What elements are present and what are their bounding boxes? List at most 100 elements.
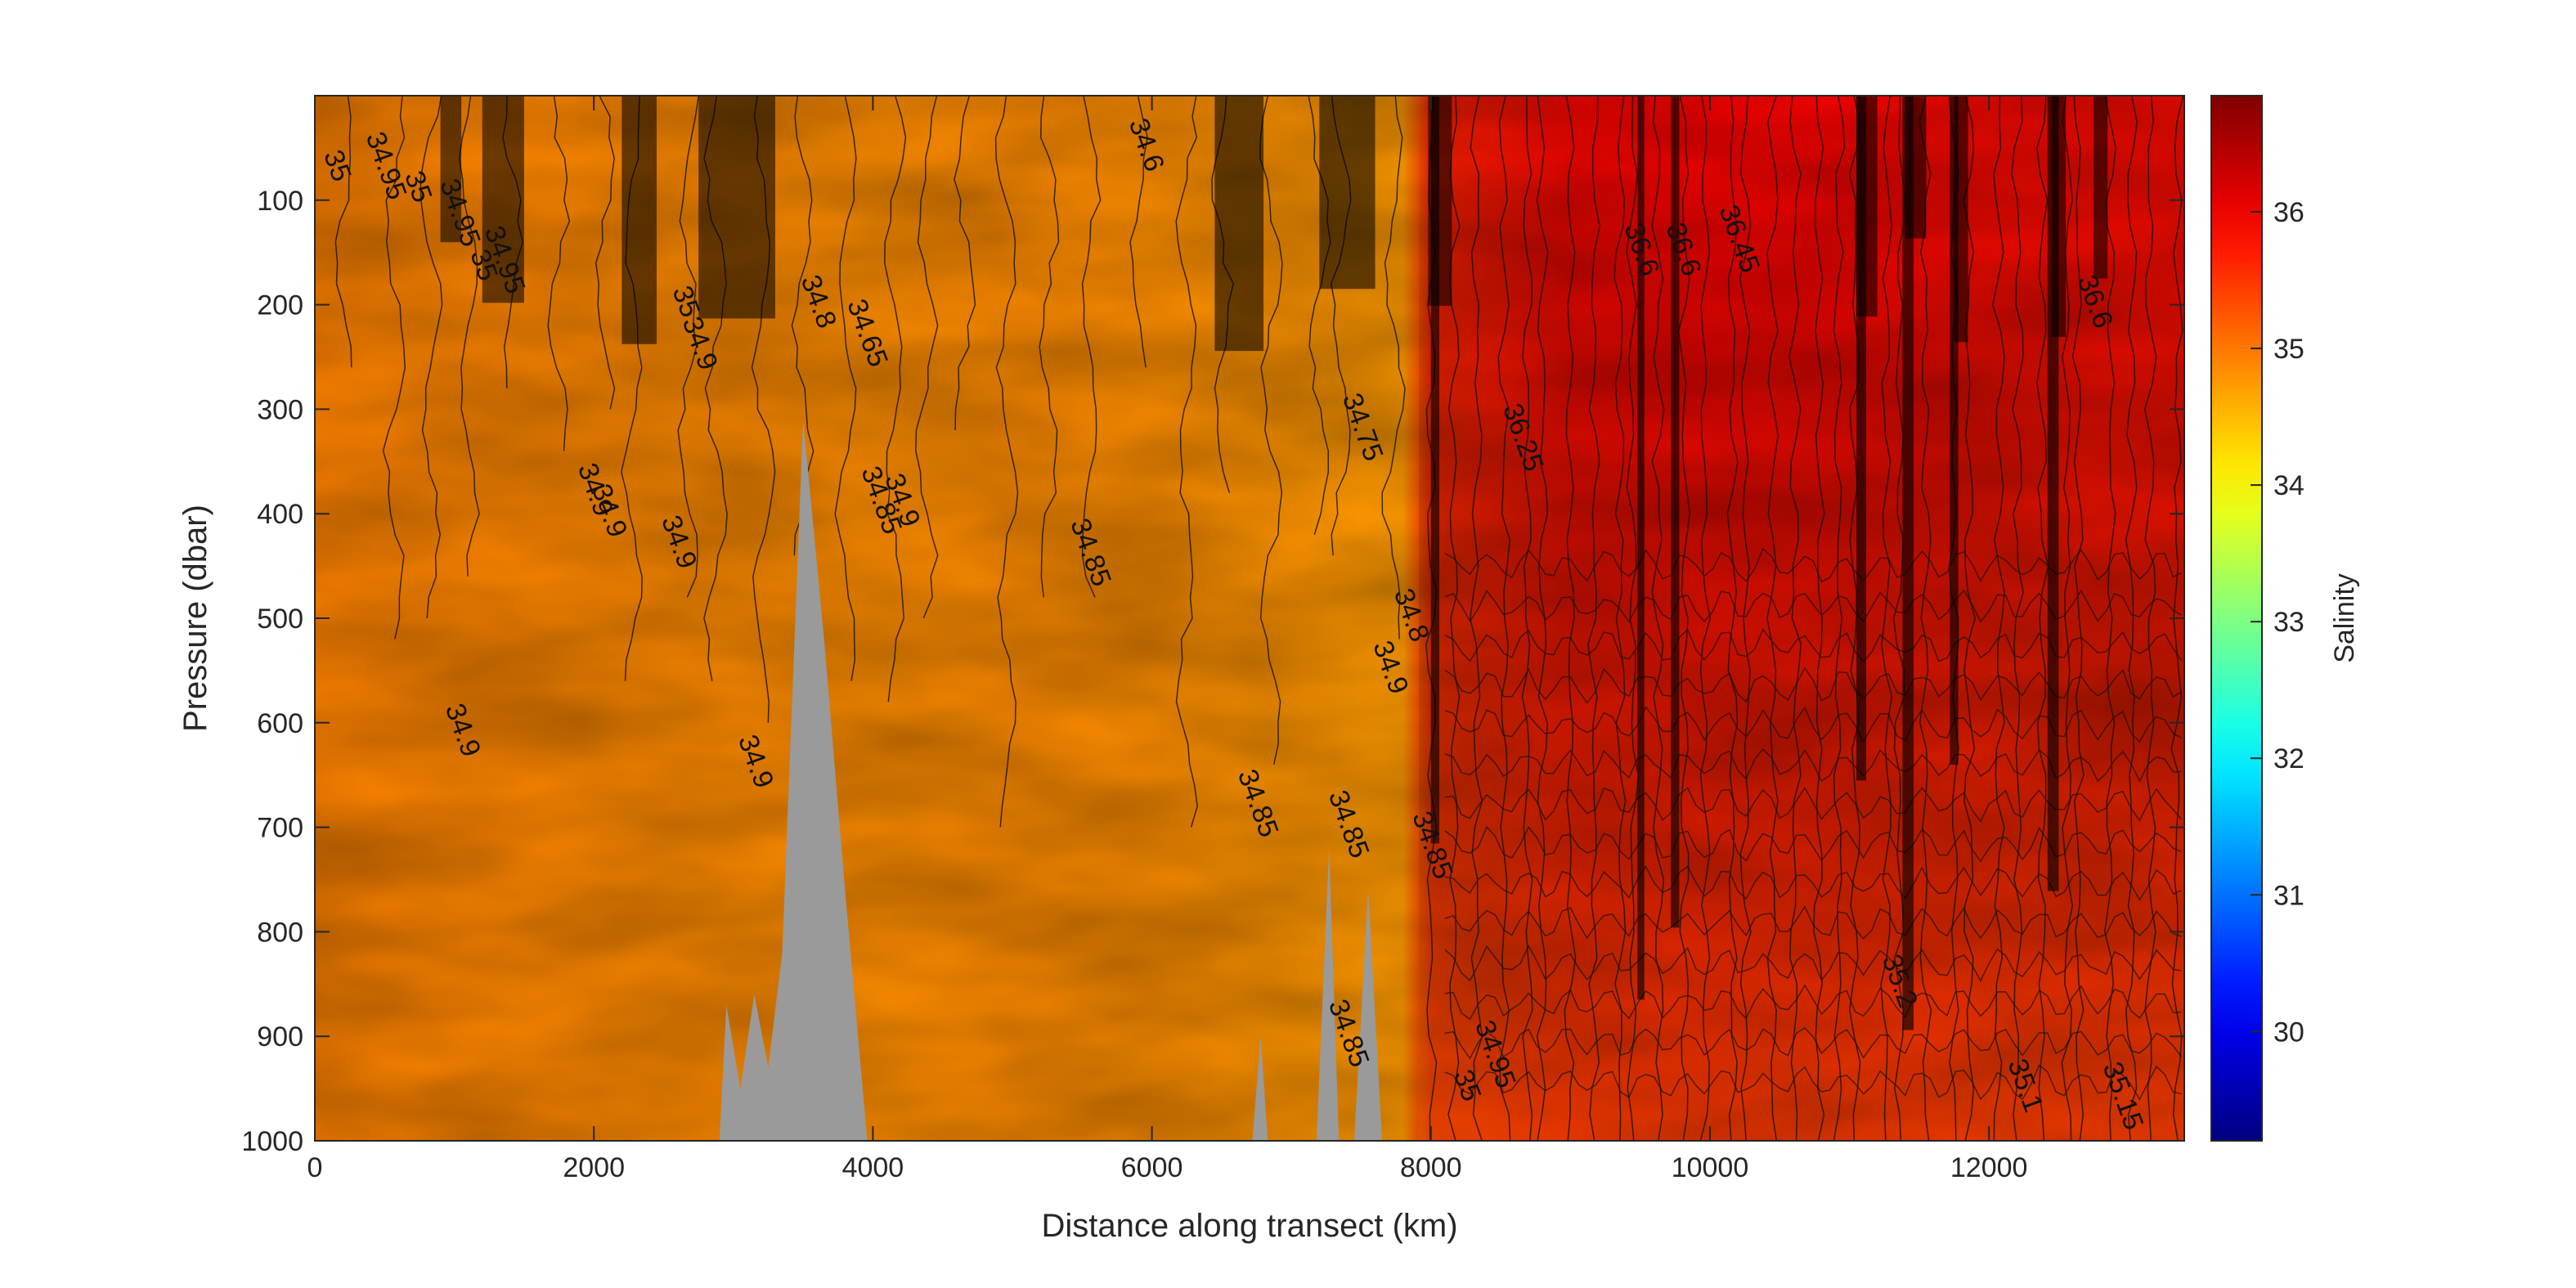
contour-line <box>1813 96 1825 1141</box>
contour-line <box>677 96 699 598</box>
colorbar: 30 31 32 33 34 35 36 Salinity <box>2210 95 2360 1142</box>
contour-line <box>2061 96 2074 1141</box>
contour-line <box>1677 96 1691 1141</box>
colorbar-tick-label: 36 <box>2273 197 2304 228</box>
colorbar-tick-label: 30 <box>2273 1016 2304 1048</box>
contour-line <box>382 96 406 640</box>
contour-line <box>1444 1026 2183 1060</box>
y-tick-label: 900 <box>257 1021 303 1052</box>
colorbar-tick-label: 33 <box>2273 607 2304 638</box>
contour-line <box>1766 96 1779 1141</box>
contour-line <box>1308 96 1331 536</box>
contour-line <box>547 96 571 451</box>
contour-line <box>1444 787 2183 824</box>
contour-line <box>334 96 352 368</box>
contour-line <box>994 96 1019 828</box>
seafloor-ridge <box>1353 890 1383 1141</box>
contour-line <box>2125 96 2138 1141</box>
y-tick-label: 800 <box>257 917 303 948</box>
dense-contour-column <box>1950 96 1959 765</box>
contour-line <box>1039 96 1060 598</box>
plot-area: 34.95353534.953534.953534.934.934.934.93… <box>315 96 2184 1141</box>
contour-lines <box>334 96 2184 1141</box>
contour-line <box>1880 96 1893 1141</box>
x-tick-label: 0 <box>307 1152 323 1183</box>
contour-line <box>1444 984 2182 1021</box>
contour-line <box>834 96 857 681</box>
contour-line <box>915 96 939 619</box>
contour-line <box>1444 905 2182 940</box>
contour-line <box>1991 96 2006 1141</box>
y-tick-label: 500 <box>257 604 303 635</box>
dense-contour-band <box>1214 96 1264 352</box>
y-axis: 100 200 300 400 500 600 700 800 900 1000 <box>241 186 2184 1157</box>
contour-line <box>1444 666 2182 704</box>
x-axis: 0 2000 4000 6000 8000 10000 12000 <box>307 96 2028 1183</box>
x-tick-label: 12000 <box>1950 1152 2028 1183</box>
x-tick-label: 6000 <box>1121 1152 1183 1183</box>
dense-contour-column <box>1671 96 1680 928</box>
contour-line <box>954 96 976 431</box>
dense-contour-band <box>2094 96 2108 279</box>
contour-line <box>1848 96 1861 1141</box>
contour-line <box>458 96 480 577</box>
y-tick-label: 400 <box>257 499 303 530</box>
contour-line <box>1081 96 1102 598</box>
contour-line <box>2143 96 2157 1141</box>
x-tick-label: 8000 <box>1400 1152 1462 1183</box>
contour-line <box>2011 96 2024 1141</box>
contour-line <box>1444 945 2182 982</box>
dense-contour-band <box>698 96 775 319</box>
x-tick-label: 2000 <box>563 1152 625 1183</box>
contour-line <box>2036 96 2049 1141</box>
contour-line <box>1788 96 1802 1141</box>
dense-contour-column <box>1902 96 1914 1030</box>
contour-line <box>1444 589 2182 623</box>
colorbar-tick-label: 31 <box>2273 880 2304 911</box>
y-tick-label: 600 <box>257 708 303 739</box>
dense-contour-column <box>1430 96 1440 844</box>
seafloor-ridge <box>1252 1036 1268 1141</box>
contour-line <box>1381 96 1406 640</box>
y-tick-label: 100 <box>257 186 303 217</box>
contour-line <box>1444 628 2183 663</box>
dense-contour-band <box>622 96 657 344</box>
colorbar-tick-label: 32 <box>2273 743 2304 774</box>
y-tick-label: 1000 <box>241 1126 303 1157</box>
x-tick-label: 10000 <box>1672 1152 1749 1183</box>
contour-line <box>1919 96 1932 1141</box>
contour-line <box>1699 96 1712 1141</box>
dense-contour-column <box>2047 96 2059 891</box>
seafloor-ridge <box>1316 848 1340 1141</box>
contour-line <box>1444 706 2182 743</box>
colorbar-ramp <box>2210 95 2263 1142</box>
contour-line <box>595 96 616 410</box>
contour-line <box>1739 96 1752 1141</box>
y-tick-label: 700 <box>257 813 303 844</box>
colorbar-label: Salinity <box>2329 573 2360 663</box>
contour-line <box>1129 96 1148 368</box>
dense-contour-band <box>440 96 462 243</box>
y-axis-label: Pressure (dbar) <box>177 505 213 732</box>
y-tick-label: 300 <box>257 394 303 425</box>
x-tick-label: 4000 <box>842 1152 904 1183</box>
colorbar-tick-label: 34 <box>2273 470 2304 501</box>
contour-line <box>1444 865 2182 901</box>
colorbar-ticks: 30 31 32 33 34 35 36 <box>2251 197 2304 1048</box>
contour-line <box>1259 96 1283 765</box>
contour-line <box>1175 96 1198 828</box>
contour-line <box>1444 747 2182 783</box>
contour-line <box>884 96 907 702</box>
colorbar-tick-label: 35 <box>2273 334 2304 365</box>
contour-line <box>2103 96 2117 1141</box>
y-tick-label: 200 <box>257 290 303 321</box>
x-axis-label: Distance along transect (km) <box>1041 1208 1457 1244</box>
contour-line <box>2071 96 2085 1141</box>
contour-line <box>1521 96 1533 1141</box>
contour-line <box>420 96 443 619</box>
dense-contour-band <box>482 96 524 303</box>
dense-contour-column <box>1637 96 1645 1000</box>
dense-contour-column <box>1856 96 1867 781</box>
bathymetry-mask <box>719 420 1383 1141</box>
